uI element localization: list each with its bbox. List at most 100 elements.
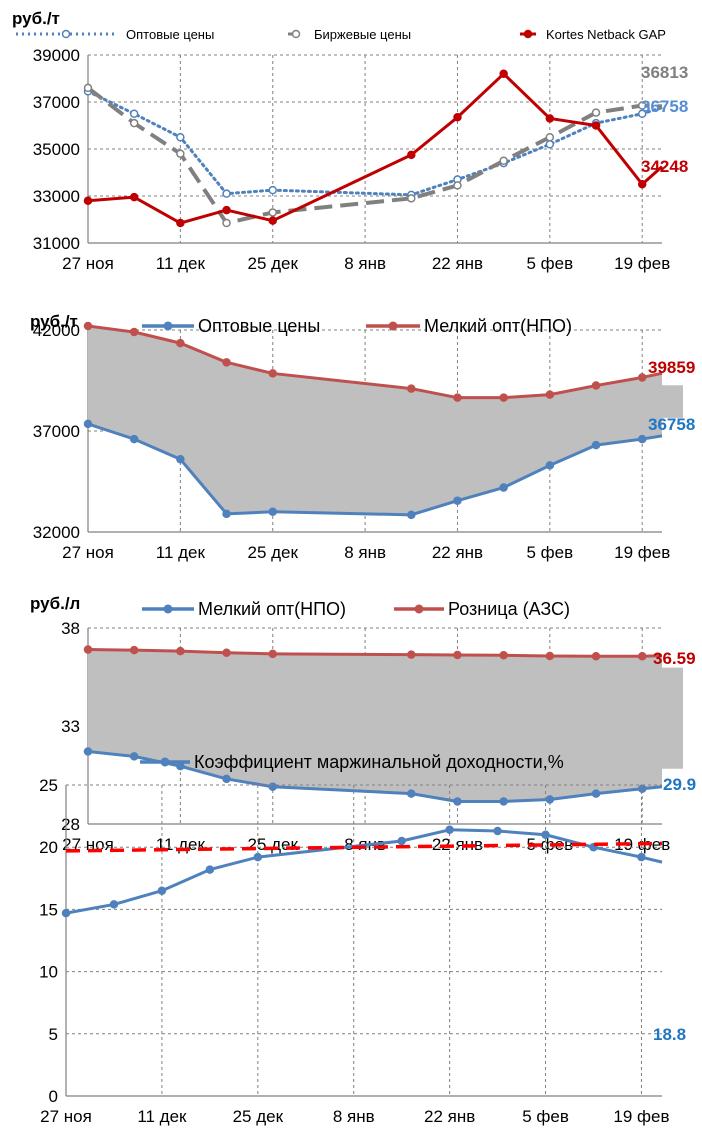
data-point — [83, 321, 93, 331]
legend-marker — [291, 29, 301, 39]
y-tick-label: 39000 — [33, 46, 80, 65]
data-point — [268, 208, 277, 217]
data-point — [268, 185, 277, 195]
y-tick-label: 38 — [61, 619, 80, 638]
data-point — [453, 496, 462, 505]
data-point — [61, 908, 71, 918]
data-point — [129, 645, 139, 655]
legend-label: Коэффициент маржинальной доходности,% — [194, 752, 564, 772]
end-value-label: 36758 — [641, 97, 688, 116]
end-value-label: 29.9 — [663, 775, 696, 794]
y-tick-label: 37000 — [33, 93, 80, 112]
data-point — [637, 373, 647, 382]
legend-label: Розница (АЗС) — [448, 599, 570, 619]
end-value-label: 36758 — [648, 415, 695, 434]
data-point — [129, 327, 139, 337]
legend-label: Мелкий опт(НПО) — [424, 316, 572, 336]
series-line — [86, 86, 663, 226]
x-tick-label: 25 дек — [248, 835, 299, 854]
data-point — [83, 419, 93, 429]
x-tick-label: 25 дек — [233, 1107, 284, 1126]
data-point — [453, 113, 462, 122]
legend-item-3: Kortes Netback GAP — [520, 27, 666, 42]
data-point — [222, 774, 231, 784]
data-point — [222, 509, 231, 519]
series-3 — [83, 69, 663, 228]
data-point — [499, 483, 508, 492]
data-point — [499, 393, 508, 402]
data-point — [453, 393, 462, 402]
series-1 — [83, 747, 663, 806]
x-tick-label: 11 дек — [156, 835, 206, 854]
x-tick-label: 25 дек — [248, 254, 299, 273]
data-point — [253, 852, 263, 862]
end-value-label: 34248 — [641, 157, 688, 176]
x-tick-label: 22 янв — [424, 1107, 475, 1126]
chart-2: 32000 37000 42000 27 ноя 11 дек 25 дек 8 янв 22… — [30, 312, 695, 562]
legend-item-1: Коэффициент маржинальной доходности,% — [140, 752, 564, 772]
data-point — [637, 784, 647, 793]
data-point — [268, 507, 277, 517]
x-tick-label: 19 фев — [613, 1107, 669, 1126]
data-point — [407, 384, 416, 393]
y-tick-label: 33000 — [33, 187, 80, 206]
data-point — [129, 192, 139, 202]
chart-4: 0 5 10 15 20 25 27 ноя 11 дек 25 дек 8 янв 22 янв 5… — [39, 752, 686, 1126]
series-line — [87, 72, 663, 225]
data-point — [176, 149, 185, 158]
series-1 — [61, 825, 663, 918]
data-point — [407, 150, 416, 160]
x-tick-label: 22 янв — [432, 543, 483, 562]
end-value-label: 36.59 — [653, 649, 696, 668]
data-point — [83, 747, 93, 756]
x-tick-label: 27 ноя — [62, 254, 114, 273]
legend-marker — [61, 29, 71, 39]
y-tick-label: 32000 — [33, 523, 80, 542]
series-line — [87, 648, 663, 658]
x-tick-label: 22 янв — [432, 254, 483, 273]
data-point — [222, 189, 231, 198]
legend-item-2: Мелкий опт(НПО) — [366, 316, 572, 336]
data-point — [499, 797, 508, 806]
legend-marker — [414, 604, 424, 614]
y-tick-label: 10 — [39, 963, 58, 982]
series-line — [87, 324, 663, 400]
y-unit-label: руб./т — [30, 312, 78, 331]
series-line — [87, 422, 663, 517]
data-point — [407, 789, 416, 798]
data-point — [222, 358, 231, 367]
y-tick-label: 5 — [49, 1025, 58, 1044]
data-point — [545, 133, 555, 142]
end-value-label: 36813 — [641, 63, 688, 82]
x-tick-label: 8 янв — [333, 1107, 375, 1126]
data-point — [83, 645, 93, 654]
series-2 — [83, 645, 663, 661]
x-tick-label: 27 ноя — [40, 1107, 92, 1126]
series-1 — [83, 419, 663, 520]
legend-marker — [163, 604, 173, 614]
x-tick-label: 27 ноя — [62, 543, 114, 562]
data-point — [268, 782, 277, 792]
series-line — [87, 749, 663, 803]
y-unit-label: руб./т — [12, 9, 60, 28]
y-tick-label: 20 — [39, 838, 58, 857]
x-tick-label: 19 фев — [614, 543, 670, 562]
series-2 — [65, 841, 663, 853]
data-point — [591, 789, 601, 798]
y-tick-label: 25 — [39, 776, 58, 795]
data-point — [637, 101, 647, 110]
data-point — [268, 649, 277, 659]
data-point — [176, 455, 185, 464]
band-area — [88, 649, 662, 802]
y-tick-label: 37000 — [33, 422, 80, 441]
x-tick-label: 22 янв — [432, 835, 483, 854]
band-extension — [661, 385, 683, 418]
series-line — [65, 841, 663, 853]
data-point — [129, 752, 139, 761]
data-point — [591, 121, 601, 130]
data-point — [176, 338, 185, 348]
data-point — [268, 216, 277, 225]
data-point — [545, 795, 555, 804]
data-point — [541, 830, 550, 840]
data-point — [453, 797, 462, 806]
